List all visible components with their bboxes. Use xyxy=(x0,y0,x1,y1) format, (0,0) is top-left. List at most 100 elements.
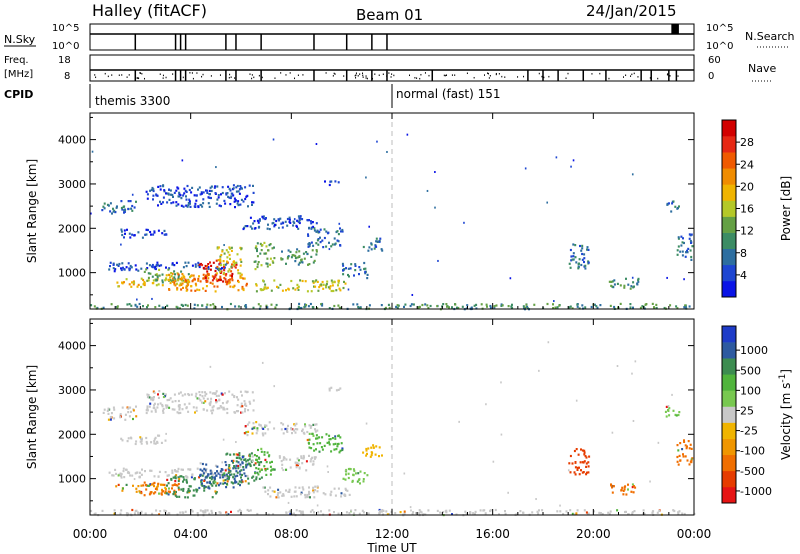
data-cell-8 xyxy=(273,490,276,493)
data-cell-5 xyxy=(208,487,211,490)
data-cell-18 xyxy=(252,201,255,204)
data-cell-13 xyxy=(371,451,374,455)
data-cell-7 xyxy=(272,261,275,264)
data-cell-21 xyxy=(396,304,399,307)
data-cell-9 xyxy=(311,456,314,459)
data-cell-6 xyxy=(246,463,249,466)
data-cell-21 xyxy=(240,510,243,513)
data-cell-4 xyxy=(175,490,177,494)
data-cell-3 xyxy=(149,492,152,495)
data-cell-21 xyxy=(525,303,528,306)
data-cell-12 xyxy=(363,261,366,265)
data-cell-14 xyxy=(584,264,587,267)
data-cell-18 xyxy=(244,410,246,413)
data-cell-8 xyxy=(294,486,297,489)
data-cell-18 xyxy=(170,202,173,205)
data-cell-1 xyxy=(112,263,115,266)
data-cell-2 xyxy=(164,279,167,282)
nave-dot xyxy=(355,74,357,76)
data-cell-21 xyxy=(631,511,634,514)
data-cell-17 xyxy=(686,445,688,448)
data-cell-1 xyxy=(116,263,119,266)
data-cell-19 xyxy=(293,429,296,432)
data-cell-1 xyxy=(130,266,133,269)
nave-dot xyxy=(487,72,489,75)
data-cell-1 xyxy=(127,262,130,265)
data-cell-21 xyxy=(116,306,119,309)
data-cell-19 xyxy=(286,217,289,221)
data-cell-7 xyxy=(260,468,263,471)
data-cell-1 xyxy=(175,470,178,473)
data-cell-18 xyxy=(248,400,251,403)
data-cell-8 xyxy=(342,286,345,290)
nave-dot xyxy=(249,73,251,75)
data-cell-21 xyxy=(382,509,385,512)
data-cell-18 xyxy=(171,193,174,197)
data-cell-21 xyxy=(510,305,513,308)
data-cell-18 xyxy=(190,191,193,194)
data-cell-21 xyxy=(191,510,194,513)
data-cell-4 xyxy=(173,283,176,286)
data-cell-21 xyxy=(93,305,96,308)
nave-dot xyxy=(420,73,422,76)
data-cell-21 xyxy=(182,511,185,514)
data-cell-18 xyxy=(236,404,239,407)
data-cell-21 xyxy=(484,512,487,515)
data-cell-21 xyxy=(451,513,453,516)
freq-strip-bars xyxy=(90,69,694,81)
data-cell-1 xyxy=(153,267,156,270)
sparse-cell xyxy=(570,165,572,168)
data-cell-4 xyxy=(167,493,170,496)
y-tick-label: 4000 xyxy=(58,340,86,353)
x-tick-label: 00:00 xyxy=(677,527,712,541)
data-cell-21 xyxy=(480,303,483,306)
data-cell-21 xyxy=(166,304,169,307)
data-cell-21 xyxy=(219,511,222,514)
data-cell-20 xyxy=(150,441,153,444)
power-colorbar-segment xyxy=(722,168,736,185)
data-cell-5 xyxy=(202,266,205,270)
data-cell-15 xyxy=(610,280,613,283)
data-cell-8 xyxy=(340,492,343,495)
data-cell-10 xyxy=(328,443,331,446)
data-cell-9 xyxy=(297,462,300,465)
data-cell-21 xyxy=(154,306,157,309)
data-cell-4 xyxy=(171,272,174,275)
data-cell-14 xyxy=(581,244,584,247)
data-cell-19 xyxy=(280,422,283,425)
data-cell-1 xyxy=(140,267,143,270)
data-cell-6 xyxy=(235,453,238,456)
data-cell-18 xyxy=(213,392,215,395)
data-cell-9 xyxy=(300,258,303,262)
data-cell-6 xyxy=(242,466,245,469)
nave-dot xyxy=(104,72,106,75)
sparse-cell xyxy=(535,498,537,501)
data-cell-9 xyxy=(313,259,316,262)
data-cell-9 xyxy=(302,252,305,255)
data-cell-8 xyxy=(330,279,333,282)
colorbar-tick-label: 100 xyxy=(740,384,761,397)
data-cell-18 xyxy=(147,394,150,397)
data-cell-0 xyxy=(130,410,132,413)
velocity-colorbar-segment xyxy=(722,358,736,375)
data-cell-18 xyxy=(152,198,154,201)
data-cell-1 xyxy=(113,270,116,273)
data-cell-8 xyxy=(344,282,347,285)
data-cell-21 xyxy=(598,511,601,514)
data-cell-18 xyxy=(175,204,178,207)
data-cell-10 xyxy=(312,443,315,446)
nave-dot xyxy=(294,77,296,80)
nave-dot xyxy=(504,76,506,78)
data-cell-11 xyxy=(334,180,337,183)
data-cell-21 xyxy=(426,304,429,307)
data-cell-10 xyxy=(319,442,322,445)
data-cell-7 xyxy=(256,265,259,269)
data-cell-13 xyxy=(375,245,378,248)
radar-title: Halley (fitACF) xyxy=(92,1,207,20)
data-cell-12 xyxy=(350,263,353,266)
data-cell-17 xyxy=(678,454,681,457)
data-cell-6 xyxy=(254,462,257,465)
data-cell-14 xyxy=(573,471,576,474)
data-cell-2 xyxy=(132,484,134,487)
velocity-colorbar-segment xyxy=(722,326,736,343)
